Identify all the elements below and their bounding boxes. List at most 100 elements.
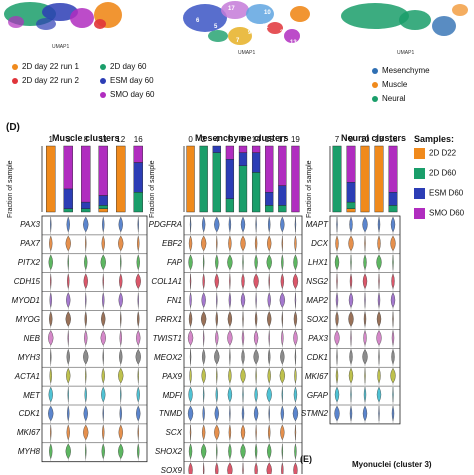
stacked-bar-segment [133, 191, 143, 213]
violin-mark [228, 367, 232, 384]
stacked-bar-segment [81, 208, 91, 213]
gene-label: PRRX1 [155, 314, 182, 324]
gene-label: FAP [167, 258, 182, 268]
violin-mark [255, 368, 257, 384]
gene-label: MYOD1 [11, 296, 40, 306]
violin-mark [254, 235, 258, 252]
violin-mark [241, 273, 245, 290]
violin-mark [267, 311, 272, 327]
violin-mark [49, 235, 53, 252]
violin-mark [50, 216, 52, 233]
violin-mark [334, 329, 340, 346]
violin-mark [120, 311, 122, 327]
violin-mark [85, 368, 87, 384]
violin-mark [100, 329, 106, 346]
gene-label: DCX [311, 239, 328, 249]
violin-mark [188, 386, 193, 403]
violin-mark [350, 254, 352, 270]
violin-mark [378, 405, 380, 422]
violin-mark [376, 386, 382, 403]
violin-mark [350, 387, 352, 403]
violin-mark [102, 405, 104, 422]
violin-mark [85, 292, 87, 308]
cluster-number: 17 [228, 6, 235, 12]
violin-mark [253, 405, 259, 422]
stacked-bar-segment [98, 195, 108, 206]
violin-mark [66, 292, 71, 309]
violin-mark [348, 367, 354, 384]
stacked-bar-segment [265, 145, 274, 193]
stacked-bar-segment [98, 208, 108, 213]
violin-mark [255, 424, 257, 440]
gene-label: MKI67 [304, 371, 328, 381]
violin-mark [188, 310, 193, 328]
stacked-bar-segment [238, 165, 248, 213]
gene-label: PAX9 [162, 371, 182, 381]
cluster-number: 18 [296, 46, 303, 52]
violin-mark [240, 443, 246, 460]
cluster-label: 7 [334, 135, 340, 144]
legend-dot-icon [372, 81, 378, 88]
violin-mark [349, 405, 353, 422]
stacked-bar-segment [98, 205, 108, 209]
stacked-bar-segment [278, 145, 287, 186]
stacked-bar-segment [63, 145, 73, 190]
violin-mark [254, 442, 258, 460]
violin-mark [268, 348, 271, 366]
legend-item: Mesenchyme [372, 66, 430, 75]
gene-label: PITX2 [17, 258, 40, 268]
sample-legend-label: SMO D60 [429, 208, 465, 218]
violin-mark [281, 235, 284, 251]
stacked-bar-segment [133, 162, 143, 193]
violin-mark [50, 273, 52, 289]
stacked-bar-segment [360, 145, 370, 213]
stacked-bar-segment [346, 182, 356, 203]
violin-mark [350, 330, 352, 346]
gene-label: EBF2 [161, 239, 182, 249]
violin-mark [391, 329, 395, 347]
violin-mark [101, 311, 106, 327]
violin-mark [376, 254, 382, 271]
violin-mark [187, 405, 194, 422]
stacked-bar-segment [388, 191, 398, 206]
sample-swatch-icon [414, 168, 425, 179]
violin-mark [391, 405, 395, 422]
stacked-bar-segment [46, 145, 56, 213]
cluster-label: 9 [348, 135, 354, 144]
cluster-label: 1 [48, 135, 53, 144]
sample-legend-item: 2D D22 [414, 148, 456, 159]
violin-mark [215, 329, 219, 347]
violin-mark [215, 310, 218, 328]
legend-item: 2D day 60 [100, 62, 146, 71]
violin-mark [228, 291, 232, 309]
neural-clusters-title: Neural clusters [341, 133, 407, 143]
gene-label: MET [23, 390, 40, 400]
cluster-label: 2 [201, 135, 206, 144]
gene-label: MKI67 [16, 428, 40, 438]
violin-mark [267, 235, 272, 252]
violin-mark [268, 424, 271, 441]
panel-e-label: (E) [300, 454, 312, 464]
gene-label: TNMD [158, 409, 182, 419]
stacked-bar-segment [98, 145, 108, 196]
cluster-number: 3 [280, 30, 284, 36]
violin-mark [241, 405, 245, 422]
violin-mark [202, 330, 205, 346]
stacked-bar-segment [63, 208, 73, 213]
violin-mark [119, 329, 122, 347]
violin-mark [66, 367, 71, 384]
cluster-label: 6 [240, 135, 246, 144]
violin-mark [66, 348, 70, 365]
violin-mark [335, 310, 339, 328]
cluster-number: 11 [262, 24, 269, 30]
stacked-bar-segment [251, 152, 261, 173]
violin-mark [281, 387, 284, 403]
violin-mark [48, 386, 53, 403]
gene-label: MYH3 [17, 352, 40, 362]
legend-item: Muscle [372, 80, 407, 89]
legend-label: Mesenchyme [382, 66, 430, 75]
sample-legend-label: 2D D22 [429, 148, 457, 158]
cluster-number: 7 [236, 38, 240, 44]
violin-mark [240, 367, 246, 384]
violin-mark [390, 367, 396, 384]
